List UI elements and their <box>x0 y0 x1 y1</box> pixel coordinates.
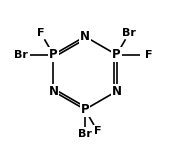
Text: Br: Br <box>78 129 92 139</box>
Text: P: P <box>112 48 121 61</box>
Text: P: P <box>49 48 58 61</box>
Text: F: F <box>94 126 101 136</box>
Text: F: F <box>37 28 45 38</box>
Text: Br: Br <box>14 50 28 60</box>
Text: P: P <box>81 103 89 116</box>
Text: N: N <box>48 85 58 98</box>
Text: F: F <box>145 50 152 60</box>
Text: N: N <box>112 85 122 98</box>
Text: N: N <box>80 30 90 43</box>
Text: Br: Br <box>122 28 136 38</box>
